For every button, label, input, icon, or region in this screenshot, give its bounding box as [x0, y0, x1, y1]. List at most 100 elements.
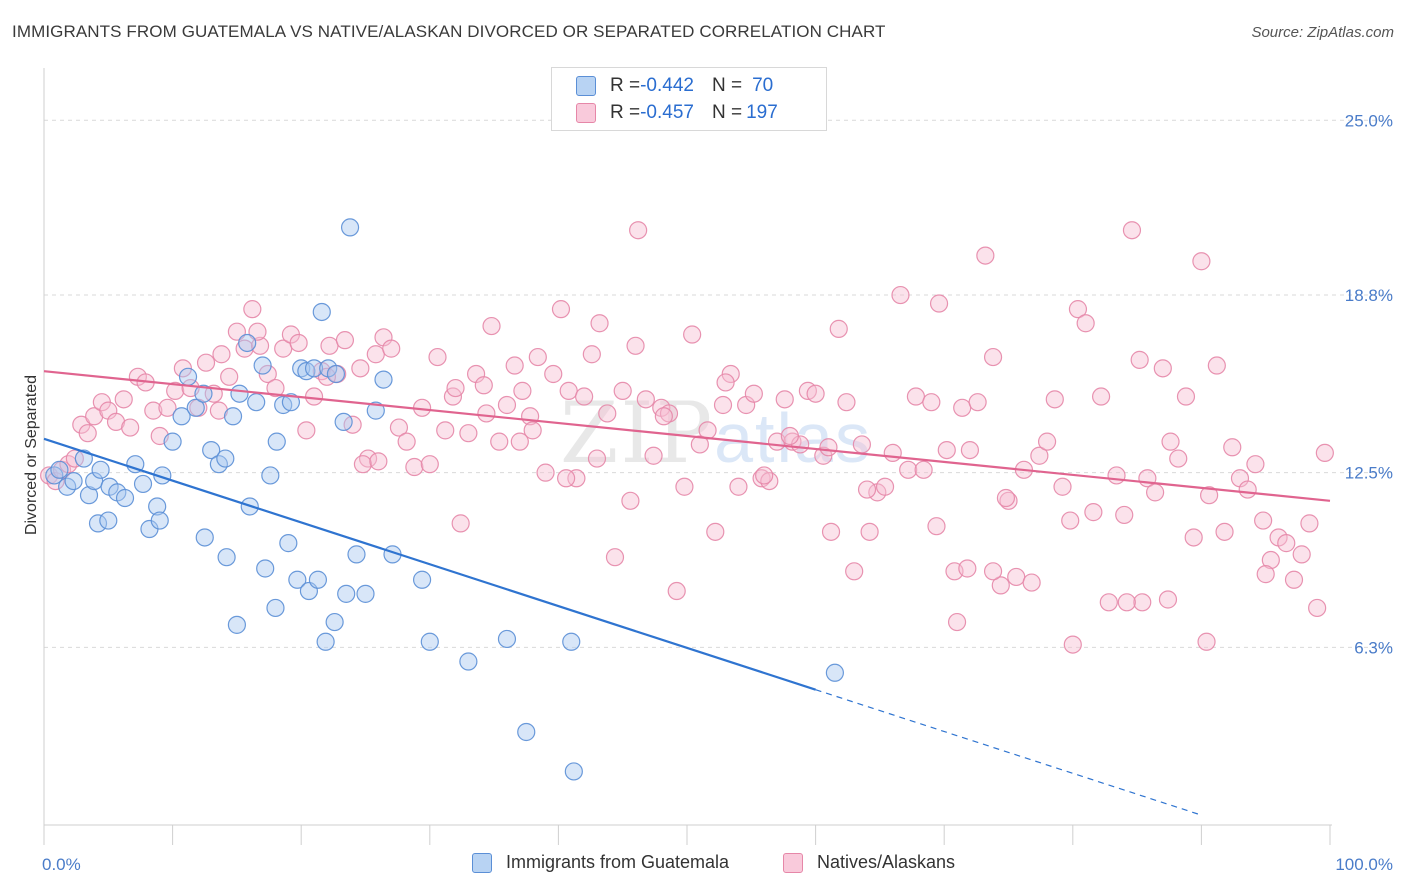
legend-r-label: R = [610, 75, 641, 96]
data-point [158, 398, 177, 417]
data-point [968, 393, 987, 412]
data-point [780, 426, 799, 446]
trend-lines [43, 370, 1331, 816]
data-point [78, 424, 97, 443]
data-point [1146, 483, 1165, 502]
data-point [875, 477, 895, 496]
data-point [212, 345, 231, 364]
x-tick-labels: 0.0% 100.0% [42, 855, 1393, 874]
y-axis-label: Divorced or Separated [23, 375, 40, 535]
data-point [389, 418, 409, 437]
data-point [744, 384, 763, 403]
data-point [559, 381, 578, 400]
legend-item-label: Natives/Alaskans [817, 852, 956, 872]
data-point [755, 466, 774, 485]
data-point [1061, 511, 1080, 530]
data-point [148, 497, 167, 516]
data-point [557, 469, 576, 488]
data-point [247, 393, 266, 412]
data-point [114, 390, 133, 409]
data-point [698, 421, 717, 440]
legend-swatch-blue [576, 76, 596, 96]
y-tick-label: 25.0% [1345, 111, 1393, 130]
data-point [729, 477, 748, 496]
data-point [891, 285, 910, 305]
data-point [50, 460, 69, 479]
data-point [675, 477, 694, 496]
data-point [230, 384, 249, 403]
y-tick-label: 18.8% [1345, 286, 1393, 305]
data-point [133, 474, 153, 494]
data-point [369, 452, 388, 471]
data-point [659, 404, 679, 423]
data-point [326, 364, 346, 384]
data-point [1300, 514, 1319, 533]
data-point [121, 418, 140, 437]
data-point [337, 584, 356, 603]
data-point [587, 449, 607, 468]
data-point [636, 390, 655, 409]
data-point [567, 469, 586, 488]
data-point [320, 336, 339, 355]
data-point [1207, 356, 1226, 375]
data-point [382, 339, 401, 358]
legend-n-value: 197 [746, 102, 778, 123]
data-point [505, 356, 524, 375]
data-point [405, 457, 424, 477]
data-point [412, 570, 432, 589]
data-point [436, 421, 455, 440]
stats-legend: R = -0.442 N = 70 R = -0.457 N = 197 [551, 67, 827, 131]
data-point [953, 398, 972, 417]
data-point [266, 598, 285, 618]
data-point [308, 570, 328, 589]
data-point [334, 412, 353, 432]
data-point [860, 522, 879, 541]
data-point [223, 407, 243, 426]
data-point [1053, 477, 1072, 496]
data-point [1115, 505, 1134, 525]
data-point [292, 359, 311, 378]
y-tick-labels: 6.3% 12.5% 18.8% 25.0% [1345, 111, 1393, 657]
data-point [922, 393, 941, 412]
data-point [857, 480, 877, 499]
data-point [775, 390, 794, 409]
data-point [1133, 593, 1152, 612]
data-point [312, 302, 331, 322]
data-point [564, 762, 583, 781]
data-point [644, 446, 663, 465]
data-point [899, 460, 918, 479]
data-point [261, 466, 280, 485]
data-point [88, 514, 108, 533]
data-point [459, 424, 478, 443]
data-point [196, 353, 216, 372]
data-point [1084, 503, 1103, 522]
data-point [613, 381, 632, 400]
data-point [186, 398, 205, 417]
data-point [304, 359, 324, 378]
data-point [281, 393, 301, 412]
series-immigrants-guatemala [45, 218, 844, 781]
data-point [194, 384, 213, 403]
legend-item-label: Immigrants from Guatemala [506, 852, 730, 872]
data-point [1158, 590, 1178, 609]
data-point [172, 407, 191, 426]
data-point [760, 471, 779, 491]
data-point [195, 528, 214, 547]
data-point [1238, 480, 1257, 499]
data-point [883, 443, 902, 463]
y-tick-label: 12.5% [1345, 464, 1393, 483]
data-point [914, 460, 933, 479]
data-point [64, 471, 83, 491]
data-point [983, 562, 1003, 581]
legend-swatch-pink [783, 852, 803, 873]
data-point [366, 401, 385, 420]
data-point [528, 347, 547, 367]
data-point [667, 581, 686, 601]
data-point [220, 367, 239, 386]
data-point [806, 384, 825, 403]
data-point [1130, 350, 1149, 369]
data-point [451, 514, 470, 533]
data-point [605, 548, 625, 567]
data-point [446, 378, 465, 398]
